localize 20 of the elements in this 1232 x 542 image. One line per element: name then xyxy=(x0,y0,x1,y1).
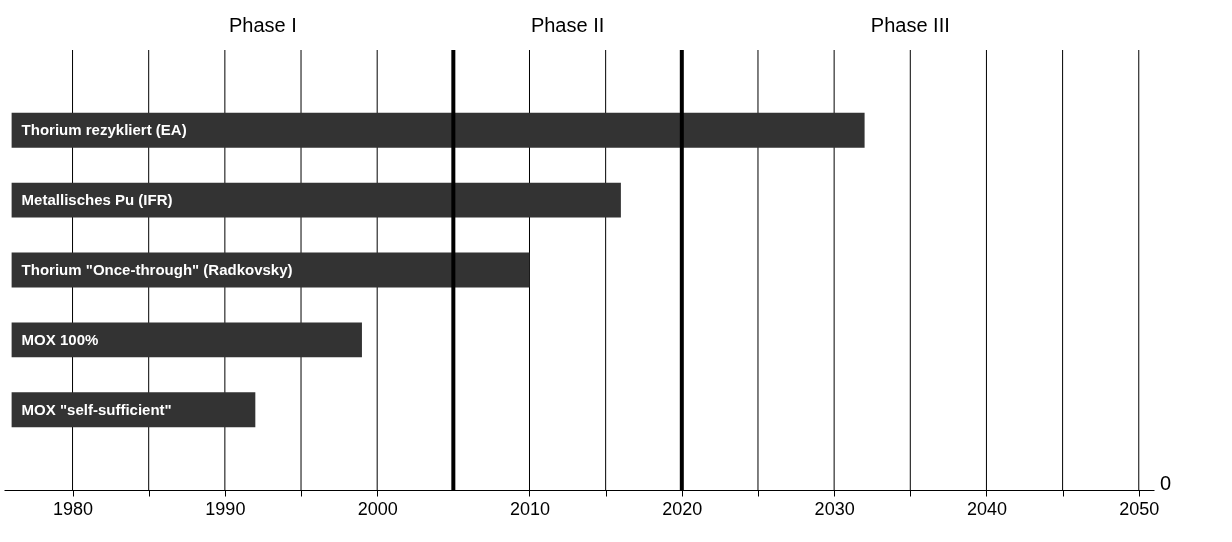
x-tick-label: 2030 xyxy=(814,498,855,519)
bar xyxy=(11,322,362,358)
text: Phase I xyxy=(229,14,297,36)
y-tick-label: Metallisches Pu (IFR) xyxy=(21,191,173,209)
text: Phase II xyxy=(530,14,605,36)
x-tick-label: 2010 xyxy=(509,498,551,519)
y-tick-label: MOX "self-sufficient" xyxy=(21,400,172,418)
x-tick-label: 1990 xyxy=(205,498,246,519)
y-tick-label: Thorium "Once-through" (Radkovsky) xyxy=(21,261,293,278)
y-tick-label: MOX 100% xyxy=(21,330,99,348)
x-tick-label: 2020 xyxy=(662,498,703,519)
text: Phase III xyxy=(870,14,950,36)
x-tick-label: 2000 xyxy=(357,498,398,519)
bar xyxy=(11,182,621,218)
x-tick-label: 2040 xyxy=(966,498,1007,519)
bar xyxy=(11,112,865,148)
x-tick-label: 2050 xyxy=(1119,498,1160,519)
x-tick-label: 1980 xyxy=(53,498,94,519)
y-tick-label: Thorium rezykliert (EA) xyxy=(21,121,187,139)
text: 0 xyxy=(1160,472,1172,494)
